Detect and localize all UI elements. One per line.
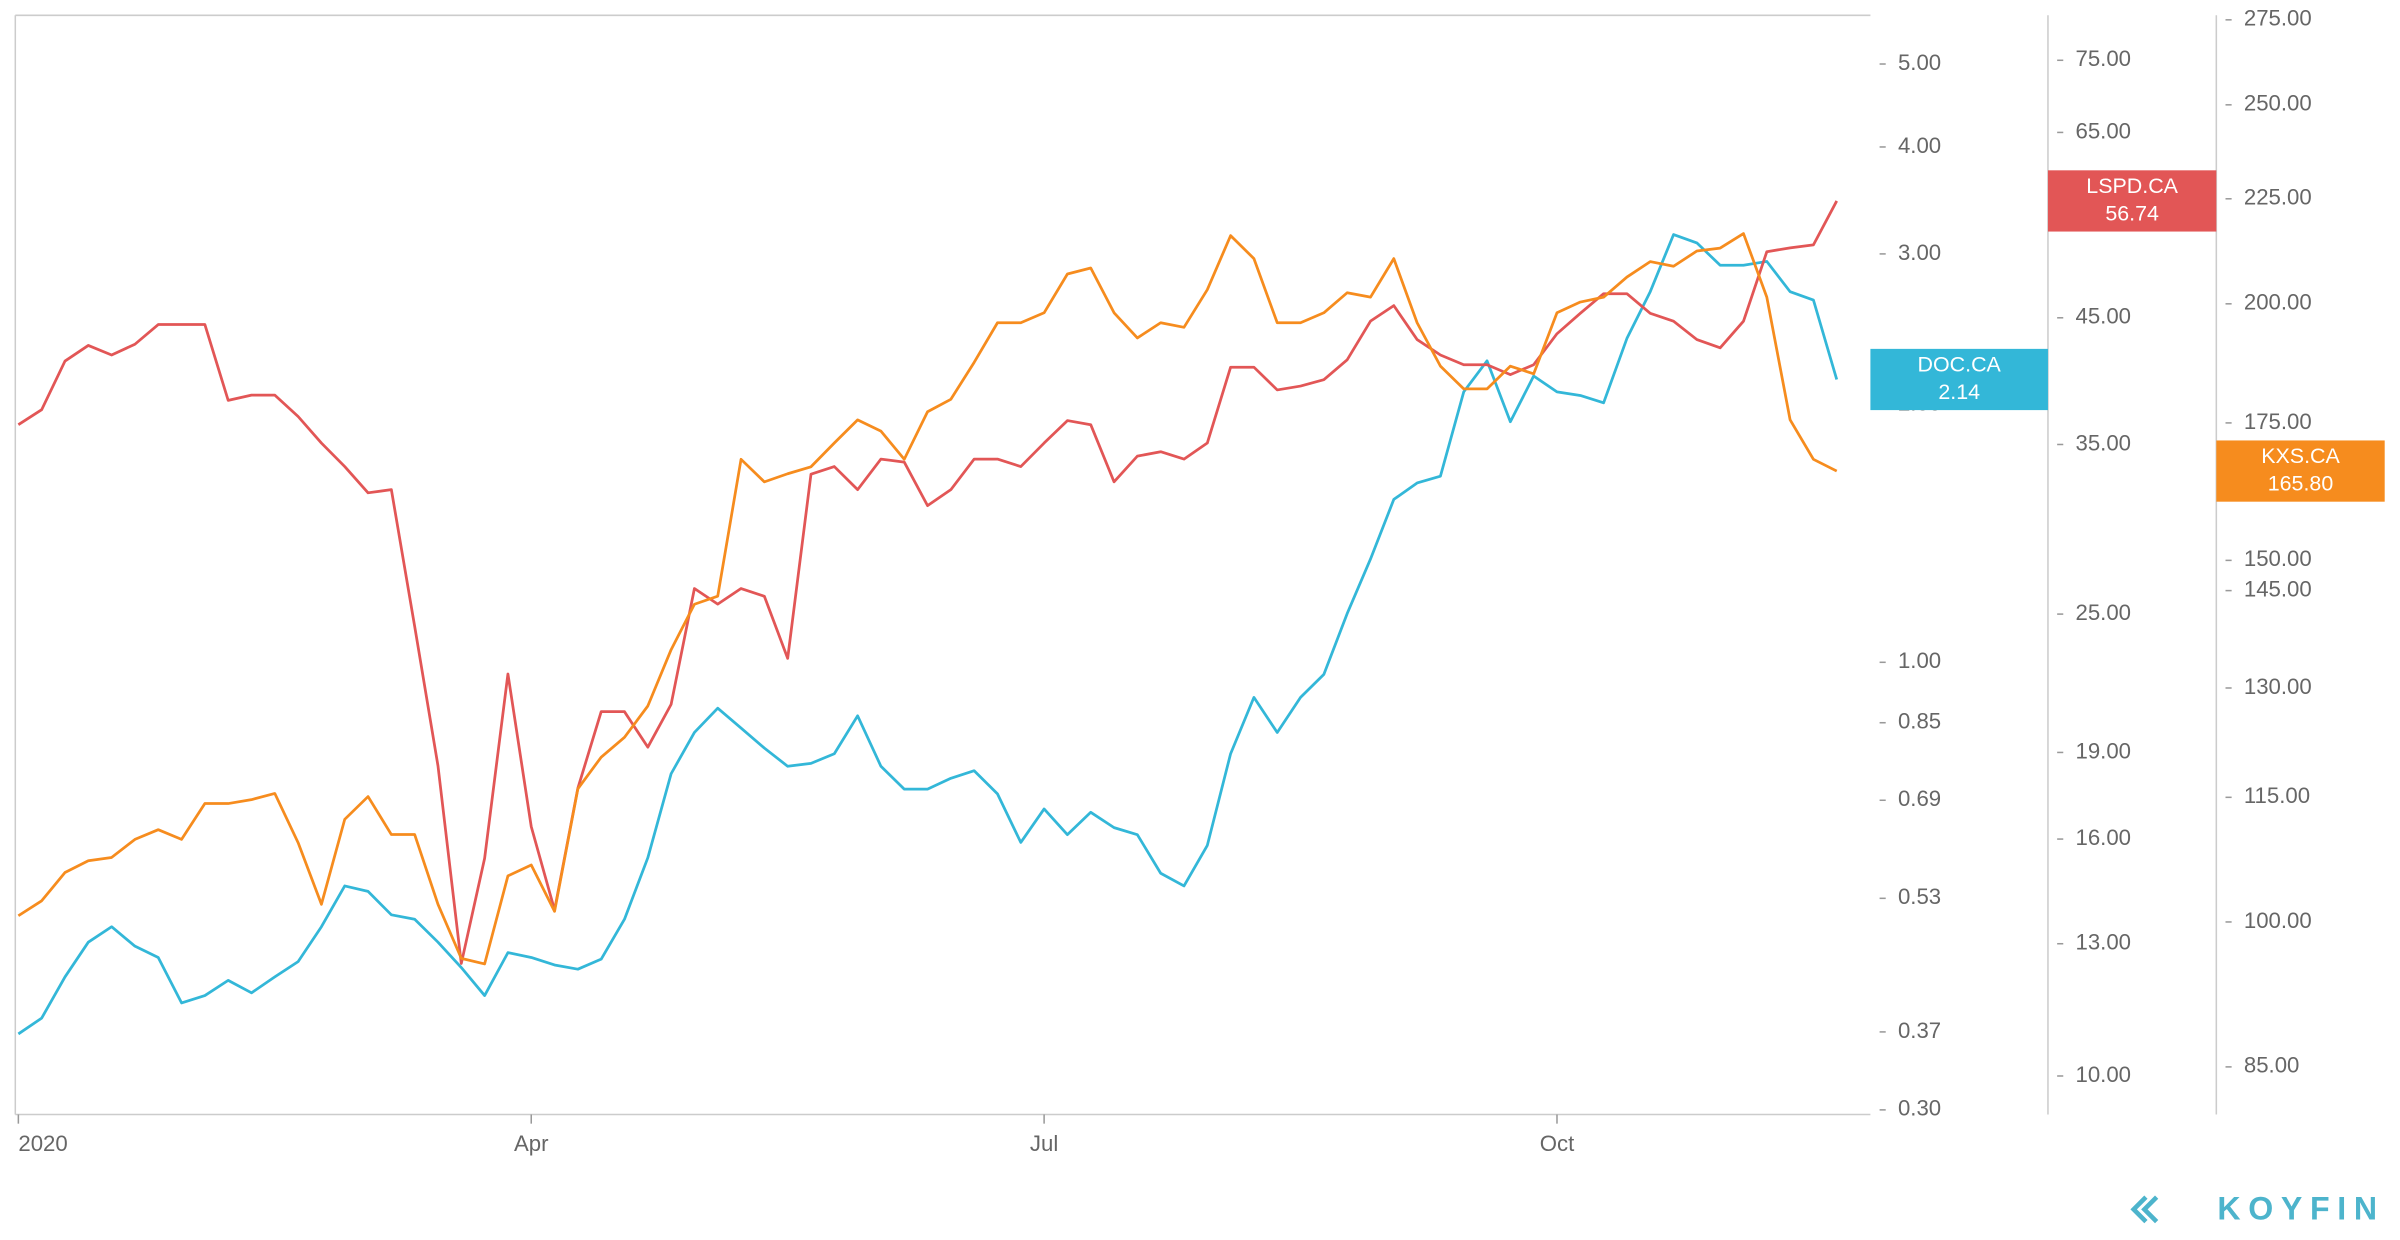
x-tick-label: 2020 [18, 1131, 67, 1156]
series-line [17, 232, 1838, 966]
y2-tick-label: 65.00 [2076, 118, 2132, 143]
y-tick-label: 0.69 [1898, 786, 1941, 811]
y3-tick-label: 85.00 [2244, 1053, 2300, 1078]
y-tick-label: 1.00 [1898, 648, 1941, 673]
y3-tick-label: 175.00 [2244, 409, 2312, 434]
logo: KOYFIN [2130, 1190, 2384, 1226]
y-tick-label: 4.00 [1898, 133, 1941, 158]
last-value-box: DOC.CA 2.14 [1870, 348, 2048, 411]
y2-tick-label: 25.00 [2076, 600, 2132, 625]
y-tick-label: 0.85 [1898, 709, 1941, 734]
last-value-label: 2.14 [1938, 380, 1980, 404]
y2-tick-label: 10.00 [2076, 1062, 2132, 1087]
y2-tick-label: 19.00 [2076, 738, 2132, 763]
y3-tick-label: 100.00 [2244, 908, 2312, 933]
y3-tick-label: 200.00 [2244, 290, 2312, 315]
last-value-label: 56.74 [2105, 201, 2159, 225]
x-tick-label: Jul [1030, 1131, 1058, 1156]
y-tick-label: 0.37 [1898, 1018, 1941, 1043]
y-tick-label: 5.00 [1898, 50, 1941, 75]
y3-tick-label: 150.00 [2244, 546, 2312, 571]
watermark: KOYFIN [2217, 1190, 2384, 1226]
last-value-label: 165.80 [2268, 471, 2334, 495]
y3-tick-label: 130.00 [2244, 674, 2312, 699]
y2-tick-label: 75.00 [2076, 46, 2132, 71]
y-tick-label: 0.30 [1898, 1096, 1941, 1121]
legend-label: DOC.CA [1918, 352, 2002, 376]
y3-tick-label: 145.00 [2244, 576, 2312, 601]
last-value-marker [1870, 348, 2048, 411]
x-tick-label: Apr [514, 1131, 549, 1156]
y2-tick-label: 13.00 [2076, 930, 2132, 955]
y3-tick-label: 275.00 [2244, 6, 2312, 31]
last-value-box: KXS.CA 165.80 [2216, 440, 2385, 502]
last-value-marker [2216, 440, 2385, 502]
logo-icon [2130, 1195, 2159, 1224]
y2-tick-label: 16.00 [2076, 825, 2132, 850]
legend-label: KXS.CA [2261, 444, 2340, 468]
legend-label: LSPD.CA [2086, 174, 2178, 198]
y2-tick-label: 45.00 [2076, 304, 2132, 329]
y-tick-label: 3.00 [1898, 240, 1941, 265]
y-tick-label: 0.53 [1898, 884, 1941, 909]
last-value-box: LSPD.CA 56.74 [2047, 170, 2217, 232]
y2-tick-label: 35.00 [2076, 430, 2132, 455]
y3-tick-label: 115.00 [2244, 783, 2310, 808]
series-line [17, 233, 1839, 1036]
series-line [17, 200, 1838, 965]
y3-tick-label: 250.00 [2244, 91, 2312, 116]
x-tick-label: Oct [1540, 1131, 1575, 1156]
y3-tick-label: 225.00 [2244, 185, 2312, 210]
last-value-marker [2047, 170, 2217, 232]
